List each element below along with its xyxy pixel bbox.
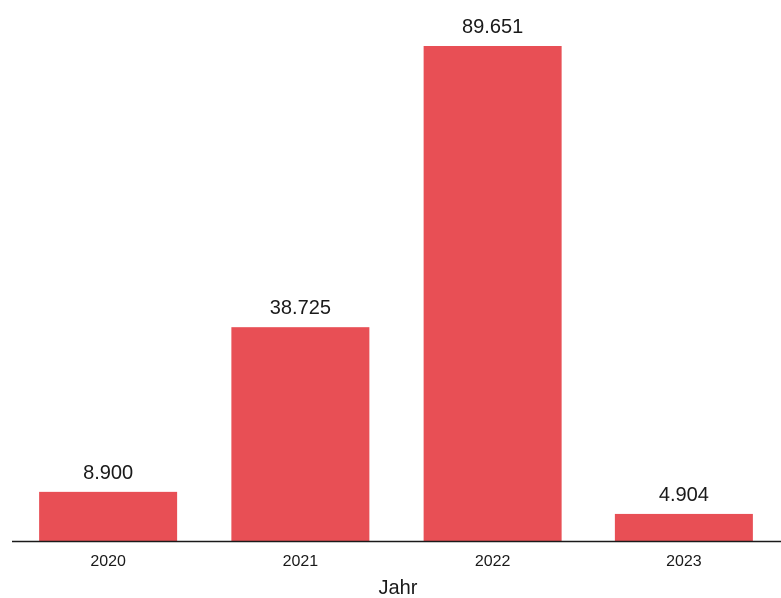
bar-2020: [39, 491, 178, 541]
bar-2023: [614, 513, 753, 541]
value-label-2021: 38.725: [270, 297, 331, 319]
x-tick-label-2023: 2023: [666, 553, 702, 570]
x-tick-labels-group: 2020 2021 2022 2023: [90, 553, 701, 570]
x-tick-label-2021: 2021: [283, 553, 319, 570]
bar-2021: [231, 327, 370, 541]
x-axis-title: Jahr: [379, 577, 418, 598]
value-label-2023: 4.904: [659, 484, 709, 506]
bar-2022: [423, 46, 562, 541]
x-tick-label-2022: 2022: [475, 553, 511, 570]
value-label-2020: 8.900: [83, 462, 133, 484]
value-labels-group: 8.900 38.725 89.651 4.904: [83, 16, 709, 506]
bars-group: [39, 46, 753, 541]
value-label-2022: 89.651: [462, 16, 523, 38]
x-tick-label-2020: 2020: [90, 553, 126, 570]
